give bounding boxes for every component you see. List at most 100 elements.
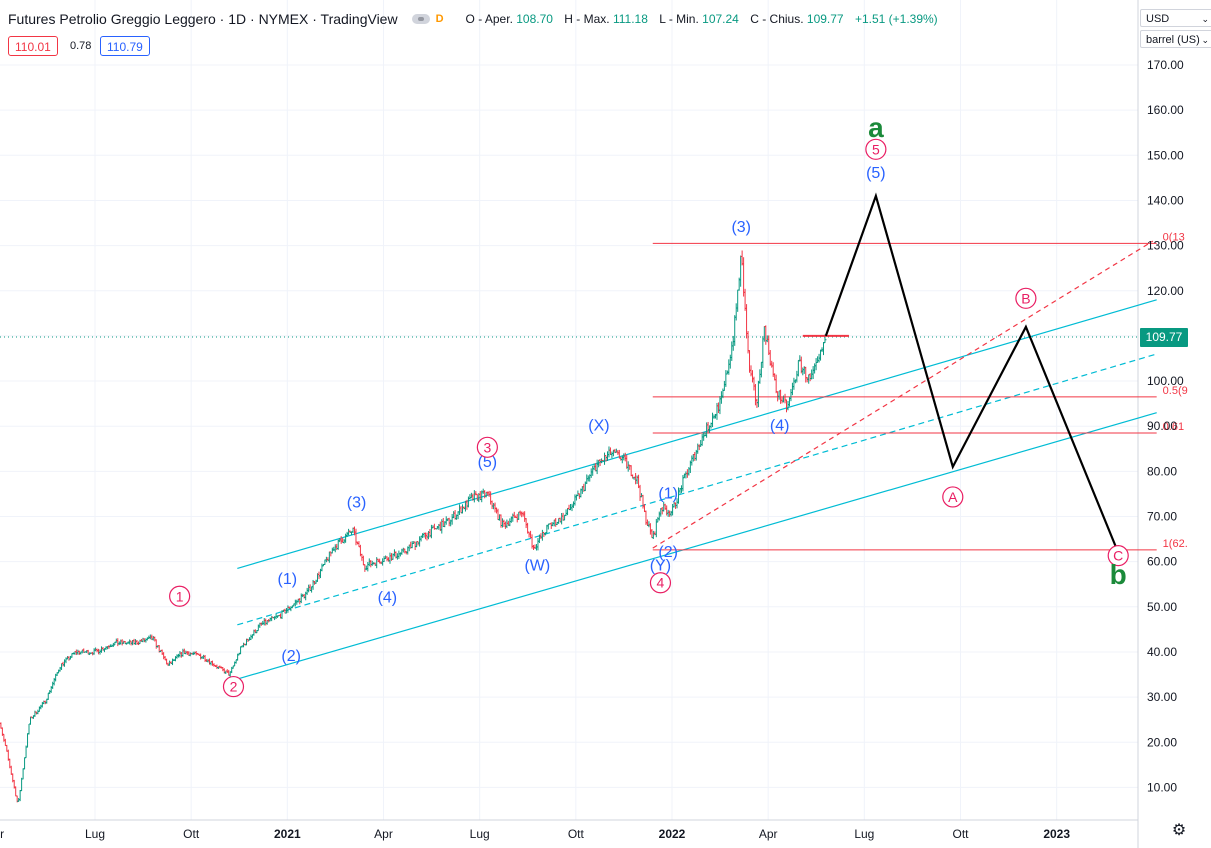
time-tick-label: Lug: [85, 827, 105, 841]
price-tick-label: 60.00: [1147, 555, 1177, 569]
time-tick-label: Apr: [374, 827, 393, 841]
wave-label-pink: C: [1113, 548, 1123, 564]
wave-label-blue: (5): [866, 165, 886, 182]
trend-channel: [0, 240, 1157, 680]
fibonacci-levels: 0(13 0.5(9 0.61 1(62.: [652, 231, 1188, 551]
fib-level-label: 0.5(9: [1163, 385, 1188, 397]
time-axis[interactable]: pr Lug Ott 2021 Apr Lug Ott 2022 Apr Lug Ott 2023: [0, 827, 1070, 841]
time-tick-label: Ott: [183, 827, 200, 841]
close-value: 109.77: [806, 12, 844, 26]
wave-label-blue: (1): [658, 485, 678, 502]
time-tick-label: 2022: [659, 827, 686, 841]
time-tick-label: Ott: [952, 827, 969, 841]
chart-header: Futures Petrolio Greggio Leggero · 1D · …: [8, 11, 946, 27]
price-tick-label: 120.00: [1147, 284, 1184, 298]
high-value: 111.18: [612, 12, 648, 26]
wave-label-circle: [865, 138, 887, 160]
symbol-title[interactable]: Futures Petrolio Greggio Leggero · 1D · …: [8, 11, 398, 27]
price-tick-label: 170.00: [1147, 58, 1184, 72]
price-tick-label: 30.00: [1147, 690, 1177, 704]
price-tick-label: 100.00: [1147, 374, 1184, 388]
wave-label-blue: (Y): [650, 558, 671, 575]
high-label: H - Max.: [564, 12, 610, 26]
price-tick-label: 150.00: [1147, 148, 1184, 162]
wave-label-blue: (X): [588, 418, 609, 435]
wave-label-pink: 3: [483, 439, 491, 455]
wave-label-blue: (5): [478, 454, 498, 471]
time-tick-label: 2021: [274, 827, 301, 841]
fib-level-label: 0.61: [1163, 421, 1184, 433]
price-tick-label: 10.00: [1147, 780, 1177, 794]
chevron-down-icon: ⌄: [1201, 14, 1209, 24]
gear-icon[interactable]: ⚙: [1171, 822, 1187, 839]
wave-label-pink: A: [948, 489, 958, 505]
spread-value: 0.78: [70, 40, 92, 52]
grid-lines: [0, 0, 1139, 848]
wave-label-blue: (3): [347, 494, 367, 511]
change-value: +1.51 (+1.39%): [854, 12, 938, 26]
chevron-down-icon: ⌄: [1201, 35, 1209, 45]
projection-path: [824, 192, 1120, 554]
price-tick-label: 20.00: [1147, 735, 1177, 749]
wave-label-circle: [476, 436, 498, 458]
wave-label-pink: 1: [176, 588, 184, 604]
wave-label-pink: 4: [657, 575, 665, 591]
wave-label-blue: (4): [378, 589, 398, 606]
low-label: L - Min.: [659, 12, 699, 26]
price-tick-label: 140.00: [1147, 193, 1184, 207]
open-value: 108.70: [516, 12, 553, 26]
channel-upper-line: [237, 299, 1157, 569]
wave-label-circle: [169, 585, 191, 607]
price-tick-label: 70.00: [1147, 510, 1177, 524]
wave-label-circle: [649, 572, 672, 594]
wave-label-circle: [942, 486, 964, 508]
wave-label-blue: (2): [281, 648, 301, 665]
wave-label-blue: (W): [524, 558, 550, 575]
wave-label-blue: (1): [278, 571, 298, 588]
time-tick-label: pr: [0, 827, 4, 841]
wave-label-pink: B: [1021, 290, 1030, 306]
toggle-icon[interactable]: [411, 14, 430, 24]
fib-trendline: [652, 240, 1154, 549]
wave-label-blue: (3): [731, 219, 751, 236]
wave-labels: 12(1)(2)(3)(4)(5)3(W)(X)(Y)4(1)(2)(3)(4)…: [169, 112, 1129, 698]
low-value: 107.24: [702, 12, 739, 26]
ohlc-values: O - Aper. 108.70 H - Max. 111.18 L - Min…: [466, 12, 946, 26]
time-tick-label: Lug: [854, 827, 874, 841]
wave-label-circle: [1107, 545, 1129, 567]
wave-label-green: a: [868, 112, 884, 143]
fib-level-label: 1(62.: [1163, 538, 1188, 550]
currency-value: USD: [1146, 13, 1170, 25]
close-label: C - Chius.: [750, 12, 804, 26]
wave-label-pink: 5: [872, 141, 880, 157]
last-price-label: 109.77: [1140, 328, 1188, 347]
time-tick-label: 2023: [1043, 827, 1070, 841]
time-tick-label: Apr: [759, 827, 778, 841]
price-tick-label: 80.00: [1147, 464, 1177, 478]
fib-level-label: 0(13: [1163, 231, 1185, 243]
price-tick-label: 50.00: [1147, 600, 1177, 614]
unit-select[interactable]: barrel (US) ⌄: [1140, 30, 1211, 48]
wave-projection: [824, 192, 1120, 554]
wave-label-blue: (4): [770, 418, 790, 435]
channel-lower-line: [237, 412, 1157, 680]
time-tick-label: Lug: [470, 827, 490, 841]
channel-mid-line: [237, 353, 1157, 626]
wave-label-circle: [1015, 287, 1037, 309]
currency-select[interactable]: USD ⌄: [1140, 9, 1211, 27]
buy-button[interactable]: 110.79: [100, 36, 150, 56]
wave-label-blue: (2): [658, 544, 678, 561]
price-tick-label: 40.00: [1147, 645, 1177, 659]
sell-button[interactable]: 110.01: [8, 36, 58, 56]
price-tick-label: 130.00: [1147, 239, 1184, 253]
open-label: O - Aper.: [465, 12, 513, 26]
wave-label-pink: 2: [230, 679, 238, 695]
price-bars: [0, 250, 849, 803]
unit-value: barrel (US): [1146, 34, 1200, 46]
price-tick-label: 160.00: [1147, 103, 1184, 117]
wave-label-green: b: [1110, 559, 1127, 590]
price-tick-label: 90.00: [1147, 419, 1177, 433]
time-tick-label: Ott: [568, 827, 585, 841]
delay-badge: D: [435, 13, 444, 25]
